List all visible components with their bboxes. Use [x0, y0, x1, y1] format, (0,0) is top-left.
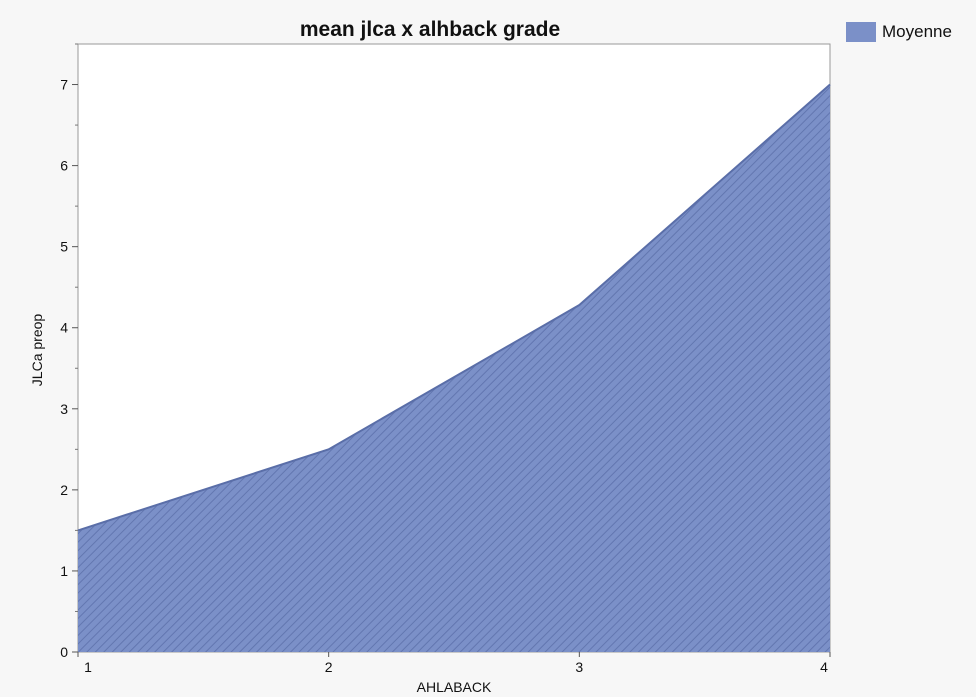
legend-swatch — [846, 22, 876, 42]
x-tick-label: 4 — [820, 659, 828, 675]
x-tick-label: 1 — [84, 659, 92, 675]
y-tick-label: 6 — [60, 158, 68, 174]
y-tick-label: 0 — [60, 644, 68, 660]
x-tick-label: 2 — [325, 659, 333, 675]
legend: Moyenne — [846, 22, 952, 42]
chart-title: mean jlca x alhback grade — [300, 18, 560, 41]
y-tick-label: 1 — [60, 563, 68, 579]
y-tick-label: 5 — [60, 239, 68, 255]
y-tick-label: 4 — [60, 320, 68, 336]
legend-label-moyenne: Moyenne — [882, 22, 952, 41]
x-tick-label: 3 — [575, 659, 583, 675]
y-tick-label: 7 — [60, 77, 68, 93]
y-tick-label: 2 — [60, 482, 68, 498]
y-tick-label: 3 — [60, 401, 68, 417]
y-axis-label: JLCa preop — [29, 314, 45, 387]
series-area-moyenne — [78, 84, 830, 653]
series-line-moyenne — [77, 83, 831, 532]
x-axis-label: AHLABACK — [417, 679, 492, 695]
